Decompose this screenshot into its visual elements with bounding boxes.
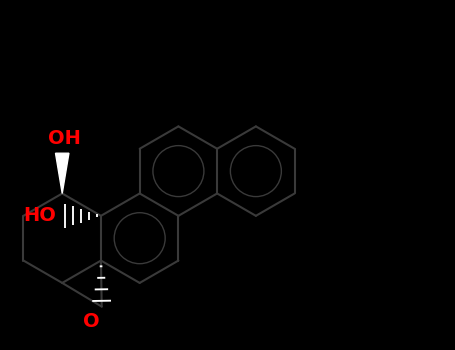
Polygon shape [56, 153, 69, 194]
Text: O: O [83, 313, 100, 331]
Text: HO: HO [23, 206, 56, 225]
Text: OH: OH [48, 130, 81, 148]
